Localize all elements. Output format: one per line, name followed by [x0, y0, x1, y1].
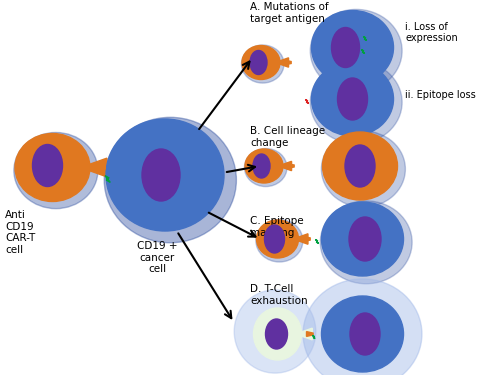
Ellipse shape: [310, 61, 402, 144]
Ellipse shape: [254, 308, 302, 360]
Ellipse shape: [250, 51, 267, 75]
Ellipse shape: [142, 149, 180, 201]
Ellipse shape: [338, 78, 368, 120]
Ellipse shape: [332, 27, 359, 68]
Polygon shape: [287, 164, 294, 169]
Ellipse shape: [322, 132, 398, 200]
Ellipse shape: [256, 219, 303, 262]
Ellipse shape: [322, 202, 404, 276]
Ellipse shape: [312, 62, 394, 136]
Text: B. Cell lineage
change: B. Cell lineage change: [250, 126, 325, 148]
Ellipse shape: [234, 290, 316, 373]
Polygon shape: [105, 176, 110, 182]
Polygon shape: [302, 236, 310, 242]
Ellipse shape: [253, 154, 270, 178]
Polygon shape: [364, 36, 366, 40]
Ellipse shape: [242, 45, 284, 83]
Polygon shape: [280, 58, 288, 67]
Ellipse shape: [15, 134, 90, 201]
Ellipse shape: [244, 148, 287, 187]
Ellipse shape: [349, 217, 381, 261]
Ellipse shape: [312, 10, 394, 84]
Ellipse shape: [303, 279, 422, 375]
Ellipse shape: [256, 220, 298, 258]
Ellipse shape: [320, 201, 412, 284]
Text: C. Epitope
masking: C. Epitope masking: [250, 216, 304, 238]
Ellipse shape: [242, 45, 280, 80]
Ellipse shape: [266, 319, 287, 349]
Polygon shape: [283, 161, 292, 171]
Polygon shape: [306, 99, 308, 104]
Polygon shape: [90, 158, 107, 177]
Ellipse shape: [106, 119, 224, 231]
Ellipse shape: [14, 132, 98, 209]
Text: A. Mutations of
target antigen: A. Mutations of target antigen: [250, 3, 328, 24]
Ellipse shape: [310, 9, 402, 92]
Text: D. T-Cell
exhaustion: D. T-Cell exhaustion: [250, 284, 308, 306]
Ellipse shape: [264, 225, 284, 253]
Text: CD19 +
cancer
cell: CD19 + cancer cell: [137, 241, 178, 274]
Polygon shape: [298, 234, 308, 244]
Ellipse shape: [345, 145, 375, 187]
Polygon shape: [362, 50, 364, 54]
Ellipse shape: [322, 296, 404, 372]
Ellipse shape: [104, 117, 236, 243]
Polygon shape: [312, 335, 315, 339]
Ellipse shape: [245, 149, 283, 183]
Polygon shape: [284, 60, 291, 65]
Text: i. Loss of
expression: i. Loss of expression: [405, 22, 458, 43]
Polygon shape: [302, 328, 312, 340]
Ellipse shape: [32, 144, 62, 186]
Polygon shape: [96, 164, 106, 171]
Text: Anti
CD19
CAR-T
cell: Anti CD19 CAR-T cell: [5, 210, 35, 255]
Polygon shape: [306, 332, 313, 336]
Polygon shape: [316, 240, 318, 243]
Text: ii. Epitope loss: ii. Epitope loss: [405, 90, 476, 100]
Ellipse shape: [350, 313, 380, 355]
Ellipse shape: [322, 131, 406, 207]
